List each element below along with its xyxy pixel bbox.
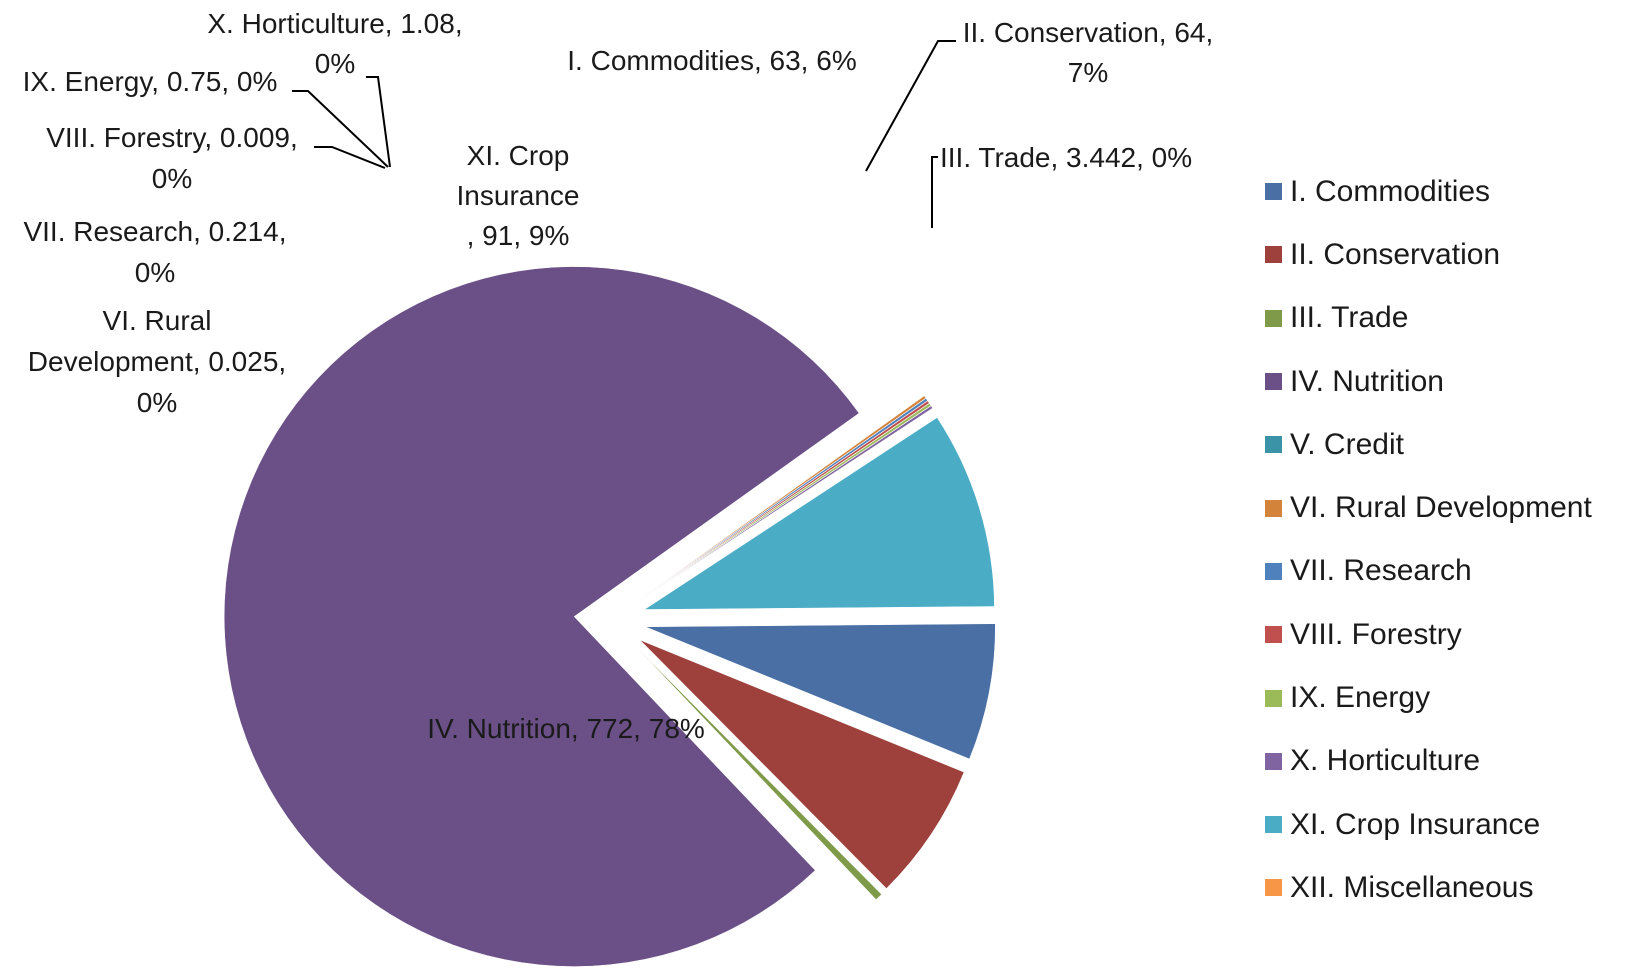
legend-swatch	[1265, 499, 1282, 517]
legend-swatch	[1265, 689, 1282, 707]
leader-line-ii-conservation	[865, 40, 956, 172]
legend-item-vii-research: VII. Research	[1265, 540, 1592, 603]
pie-slice-vii-research	[639, 397, 928, 600]
legend-item-xi-crop-insurance: XI. Crop Insurance	[1265, 793, 1592, 856]
data-labels: I. Commodities, 63, 6% II. Conservation, …	[23, 8, 1214, 744]
legend-item-viii-forestry: VIII. Forestry	[1265, 603, 1592, 666]
legend-label: VI. Rural Development	[1290, 491, 1592, 525]
pie-slice-iv-nutrition	[223, 266, 860, 967]
leader-lines	[292, 40, 956, 228]
legend-swatch	[1265, 626, 1282, 644]
pie-slice-vi-rural-development	[639, 395, 927, 600]
chart-legend: I. Commodities II. Conservation III. Trade…	[1265, 160, 1592, 920]
data-label-vi-rural-development: VI. Rural Development, 0.025, 0%	[28, 305, 286, 418]
legend-item-x-horticulture: X. Horticulture	[1265, 730, 1592, 793]
legend-label: IV. Nutrition	[1290, 364, 1444, 398]
pie-slice-viii-forestry	[639, 400, 930, 600]
legend-label: VII. Research	[1290, 554, 1472, 588]
legend-label: III. Trade	[1290, 301, 1409, 335]
legend-label: IX. Energy	[1290, 681, 1431, 715]
pie-slice-ii-conservation	[639, 639, 965, 889]
data-label-ix-energy: IX. Energy, 0.75, 0%	[23, 66, 278, 97]
legend-label: V. Credit	[1290, 427, 1404, 461]
data-label-iii-trade: III. Trade, 3.442, 0%	[940, 142, 1192, 173]
legend-swatch	[1265, 309, 1282, 327]
legend-swatch	[1265, 246, 1282, 264]
legend-item-ii-conservation: II. Conservation	[1265, 223, 1592, 286]
data-label-iv-nutrition: IV. Nutrition, 772, 78%	[427, 713, 705, 744]
leader-line-ix-energy	[292, 90, 389, 168]
leader-line-x-horticulture	[366, 76, 391, 168]
legend-item-ix-energy: IX. Energy	[1265, 666, 1592, 729]
legend-label: XII. Miscellaneous	[1290, 870, 1534, 904]
legend-item-xii-miscellaneous: XII. Miscellaneous	[1265, 856, 1592, 919]
pie-slice-x-horticulture	[639, 405, 934, 601]
data-label-vii-research: VII. Research, 0.214, 0%	[23, 216, 286, 288]
legend-swatch	[1265, 752, 1282, 770]
legend-label: X. Horticulture	[1290, 744, 1481, 778]
legend-item-v-credit: V. Credit	[1265, 413, 1592, 476]
pie-slice-ix-energy	[639, 402, 932, 601]
pie-slices	[223, 266, 996, 967]
data-label-viii-forestry: VIII. Forestry, 0.009, 0%	[46, 122, 298, 194]
legend-item-iii-trade: III. Trade	[1265, 287, 1592, 350]
data-label-ii-conservation: II. Conservation, 64, 7%	[963, 17, 1214, 88]
data-label-x-horticulture: X. Horticulture, 1.08, 0%	[207, 8, 462, 79]
legend-swatch	[1265, 373, 1282, 391]
pie-slice-iii-trade	[634, 645, 882, 900]
legend-item-vi-rural-development: VI. Rural Development	[1265, 476, 1592, 539]
legend-item-iv-nutrition: IV. Nutrition	[1265, 350, 1592, 413]
pie-slice-i-commodities	[645, 623, 996, 760]
legend-item-i-commodities: I. Commodities	[1265, 160, 1592, 223]
legend-swatch	[1265, 879, 1282, 897]
pie-slice-xi-crop-insurance	[643, 417, 995, 610]
leader-line-viii-forestry	[314, 146, 386, 169]
leader-line-iii-trade	[931, 156, 938, 228]
legend-label: VIII. Forestry	[1290, 617, 1462, 651]
data-label-xi-crop-insurance: XI. Crop Insurance, 91, 9%	[457, 140, 580, 251]
legend-swatch	[1265, 183, 1282, 201]
legend-swatch	[1265, 816, 1282, 834]
legend-label: II. Conservation	[1290, 237, 1501, 271]
legend-label: I. Commodities	[1290, 174, 1491, 208]
legend-swatch	[1265, 436, 1282, 454]
data-label-i-commodities: I. Commodities, 63, 6%	[567, 45, 856, 76]
legend-label: XI. Crop Insurance	[1290, 807, 1541, 841]
legend-swatch	[1265, 562, 1282, 580]
